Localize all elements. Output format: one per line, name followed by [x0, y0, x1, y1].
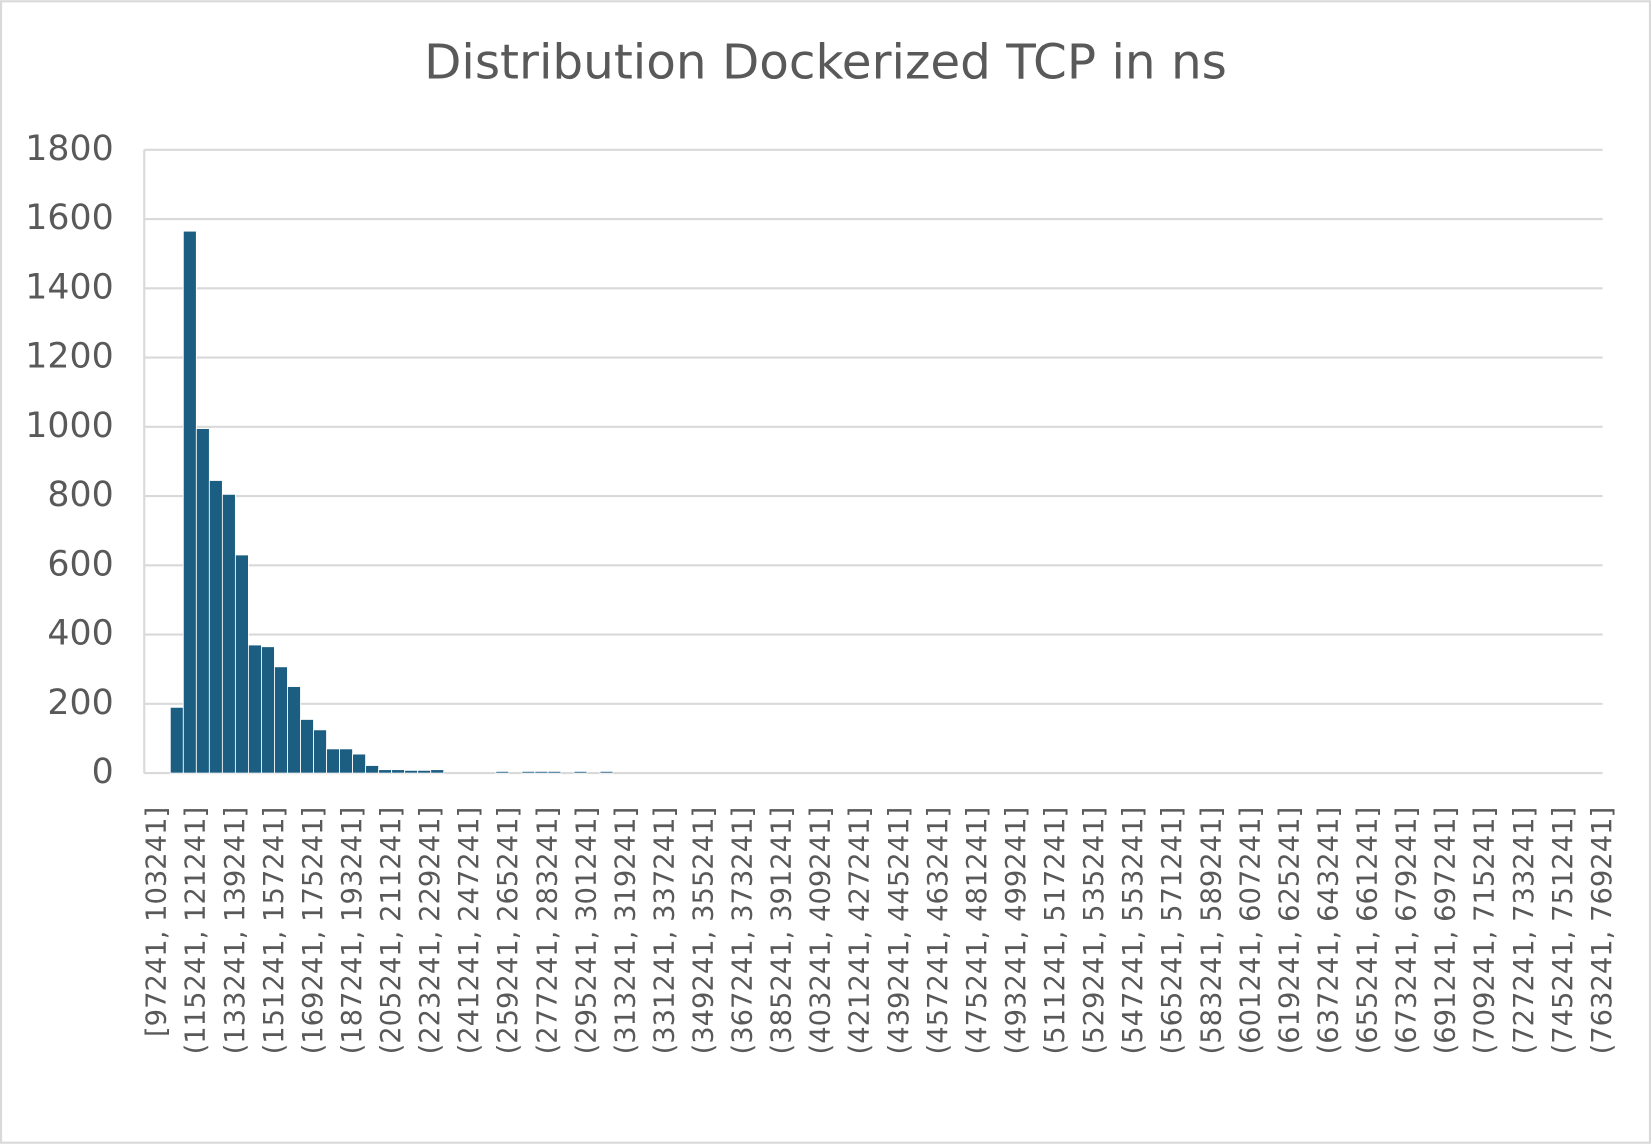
- x-tick-label: (259241, 265241]: [493, 807, 524, 1055]
- x-tick-label: (151241, 157241]: [259, 807, 290, 1055]
- bar: [195, 428, 210, 774]
- x-tick-label: (367241, 373241]: [728, 807, 759, 1055]
- bar: [313, 729, 327, 774]
- y-tick-label: 1200: [25, 337, 113, 377]
- bar: [247, 644, 262, 774]
- x-tick-label: (691241, 697241]: [1431, 807, 1462, 1055]
- bar: [287, 686, 301, 774]
- x-tick-label: (331241, 337241]: [649, 807, 680, 1055]
- x-tick-label: (313241, 319241]: [610, 807, 641, 1055]
- x-tick-label: (457241, 463241]: [923, 807, 954, 1055]
- bar: [182, 230, 197, 774]
- bar: [300, 719, 314, 774]
- y-tick-label: 1800: [25, 129, 113, 169]
- x-tick-label: (241241, 247241]: [454, 807, 485, 1055]
- x-tick-label: (115241, 121241]: [181, 807, 212, 1055]
- y-tick-label: 1000: [25, 406, 113, 446]
- x-tick-label: (169241, 175241]: [298, 807, 329, 1055]
- bar: [378, 769, 393, 774]
- bar: [208, 480, 223, 774]
- x-tick-label: (601241, 607241]: [1235, 807, 1266, 1055]
- x-tick-label: (295241, 301241]: [571, 807, 602, 1055]
- bar: [391, 769, 406, 774]
- bar: [534, 770, 549, 774]
- bar: [352, 753, 367, 774]
- y-tick-label: 1600: [25, 198, 113, 238]
- bar: [339, 748, 354, 774]
- x-tick-label: (421241, 427241]: [845, 807, 876, 1055]
- y-tick-label: 800: [47, 475, 113, 515]
- x-tick-label: (619241, 625241]: [1274, 807, 1305, 1055]
- x-tick-label: (403241, 409241]: [806, 807, 837, 1055]
- bar: [430, 769, 445, 774]
- x-tick-label: (493241, 499241]: [1001, 807, 1032, 1055]
- bar: [274, 666, 288, 774]
- x-tick-label: (223241, 229241]: [415, 807, 446, 1055]
- x-tick-label: (187241, 193241]: [337, 807, 368, 1055]
- bar: [234, 554, 249, 774]
- bar: [495, 770, 510, 774]
- bar: [365, 765, 380, 774]
- bar: [521, 770, 536, 774]
- x-tick-label: (547241, 553241]: [1118, 807, 1149, 1055]
- x-tick-label: (655241, 661241]: [1353, 807, 1384, 1055]
- chart-title: Distribution Dockerized TCP in ns: [424, 35, 1227, 91]
- x-tick-label: (673241, 679241]: [1392, 807, 1423, 1055]
- x-tick-label: (745241, 751241]: [1548, 807, 1579, 1055]
- x-tick-label: (727241, 733241]: [1509, 807, 1540, 1055]
- x-tick-label: (637241, 643241]: [1313, 807, 1344, 1055]
- bar: [326, 748, 340, 774]
- x-tick-label: (133241, 139241]: [220, 807, 251, 1055]
- y-tick-label: 0: [92, 752, 114, 792]
- x-tick-label: (385241, 391241]: [767, 807, 798, 1055]
- x-tick-label: [97241, 103241]: [142, 807, 173, 1037]
- x-tick-label: (475241, 481241]: [962, 807, 993, 1055]
- x-tick-label: (439241, 445241]: [884, 807, 915, 1055]
- bar: [599, 770, 614, 774]
- x-tick-label: (709241, 715241]: [1470, 807, 1501, 1055]
- x-tick-label: (277241, 283241]: [532, 807, 563, 1055]
- x-tick-label: (205241, 211241]: [376, 807, 407, 1055]
- bar: [547, 770, 562, 774]
- y-tick-label: 200: [47, 683, 113, 723]
- y-tick-label: 600: [47, 544, 113, 584]
- bar: [169, 706, 184, 774]
- y-tick-label: 400: [47, 614, 113, 654]
- x-tick-label: (529241, 535241]: [1079, 807, 1110, 1055]
- x-tick-label: (583241, 589241]: [1196, 807, 1227, 1055]
- bar: [573, 770, 588, 774]
- x-tick-label: (349241, 355241]: [689, 807, 720, 1055]
- bar: [404, 769, 419, 774]
- bar: [221, 493, 236, 774]
- x-tick-label: (565241, 571241]: [1157, 807, 1188, 1055]
- bar: [261, 646, 275, 774]
- x-tick-label: (511241, 517241]: [1040, 807, 1071, 1055]
- y-tick-label: 1400: [25, 267, 113, 307]
- bar: [417, 769, 432, 774]
- x-tick-label: (763241, 769241]: [1587, 807, 1618, 1055]
